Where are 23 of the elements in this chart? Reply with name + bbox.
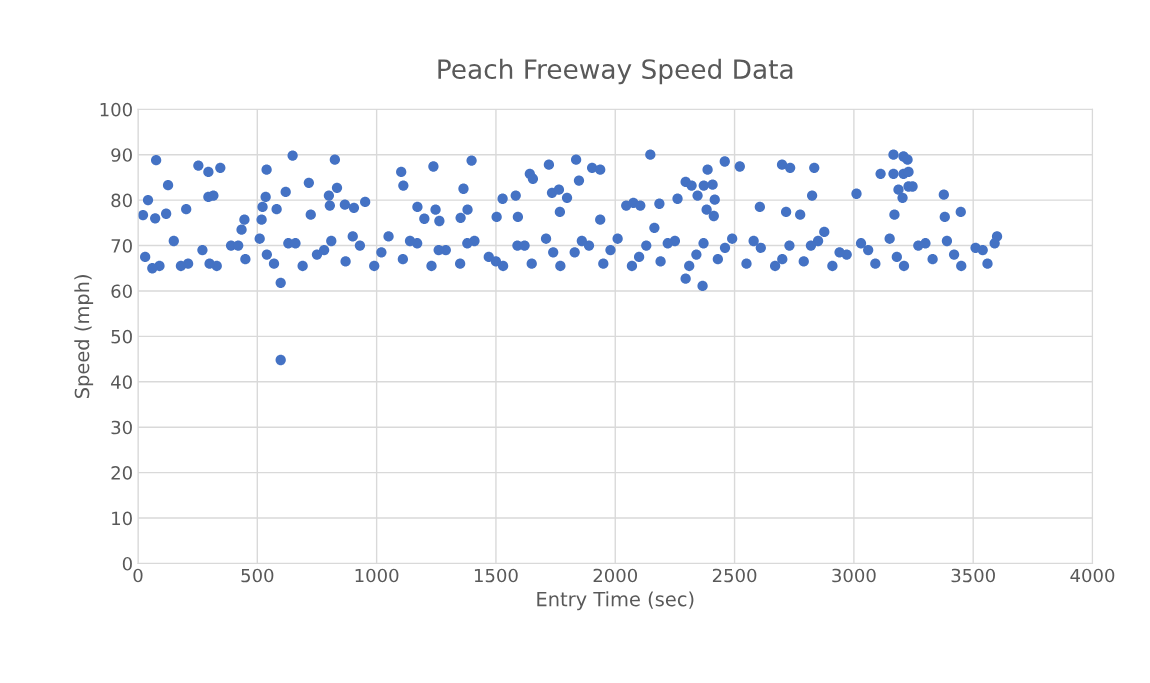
x-tick-label: 1000 [355,568,399,583]
x-tick-label: 0 [133,568,143,583]
x-tick-label: 2500 [712,568,757,583]
y-tick-label: 80 [111,193,132,208]
y-tick-label: 100 [100,102,132,117]
x-tick-label: 3000 [832,568,876,583]
x-tick-label: 3500 [951,568,995,583]
y-tick-label: 40 [111,375,132,389]
y-tick-label: 70 [111,239,132,253]
y-tick-label: 90 [111,148,132,162]
y-tick-label: 20 [111,466,132,480]
x-tick-label: 2000 [593,568,638,583]
y-tick-label: 60 [111,284,132,299]
y-tick-label: 0 [122,556,132,571]
chart-title: Peach Freeway Speed Data [438,58,793,85]
y-axis-title: Speed (mph) [74,275,94,399]
y-tick-label: 50 [111,329,132,344]
y-tick-label: 30 [111,420,132,435]
x-tick-label: 4000 [1070,568,1115,583]
x-tick-label: 1500 [474,568,518,583]
x-tick-label: 500 [241,568,274,583]
x-axis-title: Entry Time (sec) [537,591,694,611]
y-tick-label: 10 [112,511,132,526]
